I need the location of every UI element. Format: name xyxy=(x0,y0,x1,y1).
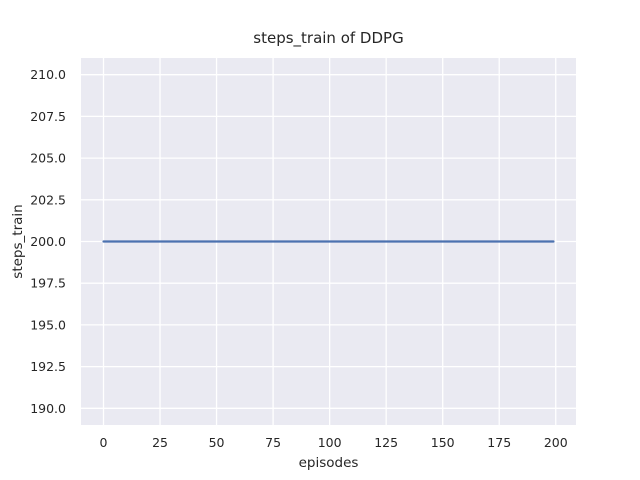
x-tick-label: 25 xyxy=(152,435,168,450)
y-tick-label: 200.0 xyxy=(30,234,66,249)
y-tick-label: 195.0 xyxy=(30,317,66,332)
y-tick-label: 207.5 xyxy=(30,109,66,124)
x-tick-label: 75 xyxy=(265,435,281,450)
x-tick-label: 175 xyxy=(487,435,511,450)
x-tick-label: 100 xyxy=(318,435,342,450)
y-tick-label: 192.5 xyxy=(30,359,66,374)
chart-title: steps_train of DDPG xyxy=(253,29,403,48)
y-tick-label: 190.0 xyxy=(30,401,66,416)
x-tick-label: 125 xyxy=(374,435,398,450)
x-tick-label: 150 xyxy=(431,435,455,450)
y-axis-label: steps_train xyxy=(10,204,26,278)
x-axis-label: episodes xyxy=(299,455,359,471)
y-tick-label: 202.5 xyxy=(30,192,66,207)
y-tick-label: 197.5 xyxy=(30,276,66,291)
x-tick-label: 50 xyxy=(209,435,225,450)
x-tick-label: 0 xyxy=(100,435,108,450)
y-tick-label: 210.0 xyxy=(30,67,66,82)
plot-layer: 0 25 50 75 100 125 150 175 200 190.0 192.5 195.0 197… xyxy=(30,58,576,450)
y-tick-label: 205.0 xyxy=(30,151,66,166)
x-tick-label: 200 xyxy=(544,435,568,450)
